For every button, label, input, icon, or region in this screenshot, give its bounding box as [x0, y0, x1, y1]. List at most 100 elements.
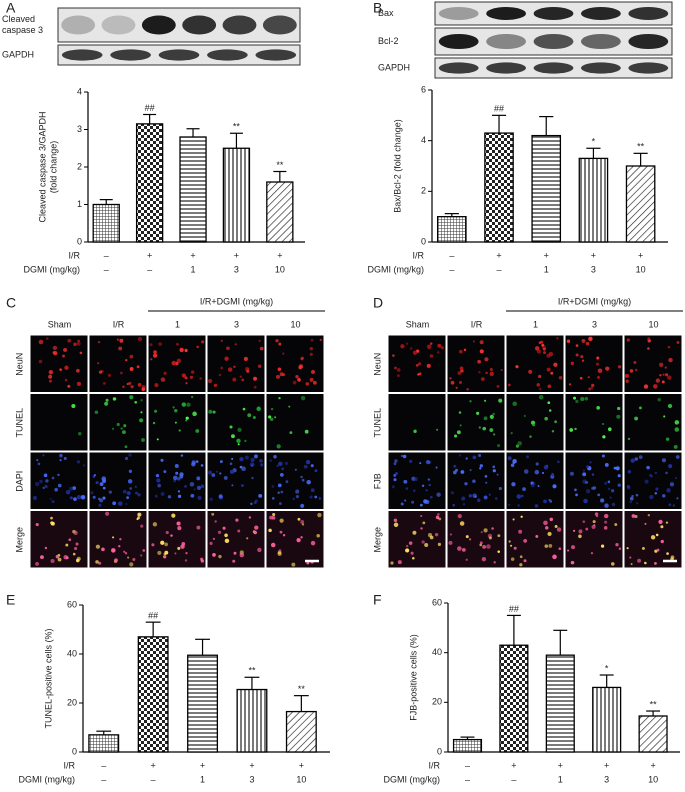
cell — [617, 365, 622, 369]
cell — [484, 475, 488, 478]
cell — [277, 551, 282, 556]
bar — [266, 181, 294, 243]
cell — [135, 491, 138, 495]
cell — [573, 396, 577, 400]
cell — [134, 400, 138, 404]
cell — [418, 372, 422, 376]
cell — [556, 337, 559, 340]
blot-band — [580, 33, 621, 50]
cell — [395, 472, 398, 475]
cell — [510, 557, 515, 561]
cell — [616, 414, 621, 419]
cell — [102, 486, 106, 490]
micrograph — [88, 334, 148, 393]
cell — [213, 383, 218, 388]
cell — [190, 370, 195, 374]
x-row-value: + — [544, 250, 549, 260]
cell — [44, 546, 48, 550]
cell — [523, 559, 527, 563]
cell — [666, 552, 669, 555]
cell — [152, 421, 156, 425]
cell — [582, 520, 586, 523]
cell — [493, 561, 496, 564]
bar — [592, 686, 622, 753]
cell — [663, 415, 666, 418]
cell — [257, 364, 262, 368]
cell — [95, 560, 99, 564]
cell — [535, 462, 539, 466]
cell — [157, 550, 162, 555]
cell — [457, 513, 462, 519]
x-row-value: – — [104, 264, 109, 274]
cell — [665, 373, 669, 377]
y-tick-label: 20 — [432, 697, 442, 707]
cell — [601, 454, 605, 458]
row-label: TUNEL — [14, 408, 24, 438]
cell — [76, 494, 82, 500]
cell — [50, 521, 55, 526]
x-row-value: + — [496, 250, 501, 260]
cell — [402, 454, 407, 459]
cell — [105, 511, 110, 516]
cell — [189, 482, 195, 487]
cell — [644, 561, 647, 565]
cell — [140, 411, 143, 414]
cell — [295, 375, 299, 379]
cell — [218, 554, 222, 559]
cell — [157, 483, 162, 488]
cell — [105, 398, 109, 402]
cell — [417, 362, 422, 366]
cell — [185, 419, 188, 422]
cell — [483, 495, 488, 500]
cell — [51, 476, 55, 480]
cell — [103, 382, 106, 385]
y-tick-label: 2 — [421, 186, 426, 196]
cell — [457, 371, 462, 375]
cell — [271, 496, 275, 500]
cell — [590, 552, 594, 555]
column-label: I/R — [471, 319, 483, 329]
cell — [64, 378, 68, 382]
cell — [480, 377, 485, 381]
cell — [126, 382, 129, 386]
cell — [126, 491, 131, 496]
cell — [472, 493, 477, 498]
cell — [391, 485, 395, 489]
cell — [276, 374, 280, 379]
cell — [98, 497, 101, 501]
cell — [573, 529, 576, 532]
cell — [32, 495, 38, 501]
cell — [50, 558, 55, 564]
cell — [129, 367, 134, 371]
cell — [649, 494, 654, 500]
cell — [137, 382, 142, 387]
cell — [167, 495, 172, 499]
x-row-value: + — [249, 760, 254, 770]
micrograph — [147, 510, 207, 569]
cell — [635, 493, 639, 497]
cell — [588, 336, 593, 342]
y-tick-label: 40 — [67, 648, 77, 658]
cell — [629, 496, 634, 501]
cell — [279, 518, 284, 523]
cell — [256, 406, 261, 412]
cell — [596, 406, 600, 410]
y-tick-label: 60 — [432, 597, 442, 607]
cell — [670, 555, 675, 560]
y-tick-label: 20 — [67, 697, 77, 707]
cell — [165, 530, 169, 535]
blot-band — [255, 49, 297, 61]
bar — [452, 738, 483, 753]
cell — [436, 428, 439, 431]
cell — [575, 399, 579, 403]
cell — [630, 562, 633, 566]
cell — [574, 488, 577, 492]
cell — [82, 464, 86, 467]
cell — [631, 494, 634, 498]
cell — [472, 340, 475, 343]
cell — [543, 499, 547, 504]
cell — [49, 498, 52, 501]
cell — [615, 543, 619, 547]
cell — [396, 368, 401, 372]
cell — [411, 500, 415, 504]
